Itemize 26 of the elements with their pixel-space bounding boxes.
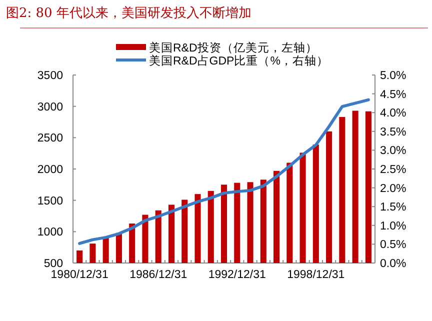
y2-tick-label: 5.0%	[380, 70, 406, 82]
x-tick-label: 1992/12/31	[208, 269, 266, 281]
y-tick-label: 2000	[37, 164, 63, 176]
legend-label: 美国R&D占GDP比重（%，右轴）	[149, 54, 328, 68]
legend-label: 美国R&D投资（亿美元，左轴）	[149, 40, 318, 54]
x-tick-label: 1986/12/31	[130, 269, 188, 281]
y2-tick-label: 2.0%	[380, 182, 406, 195]
x-tick-label: 1980/12/31	[50, 269, 108, 281]
y2-tick-label: 0.5%	[380, 239, 406, 252]
y2-tick-label: 1.5%	[380, 202, 406, 214]
y-tick-label: 3500	[37, 70, 63, 82]
y-tick-label: 2500	[37, 132, 63, 145]
y2-tick-label: 4.5%	[380, 88, 406, 101]
y2-tick-label: 2.5%	[380, 164, 406, 176]
y2-tick-label: 3.5%	[380, 126, 406, 138]
y2-tick-label: 0.0%	[380, 258, 406, 270]
y2-tick-label: 4.0%	[380, 108, 406, 120]
y-tick-label: 1000	[37, 226, 63, 239]
line-series	[78, 98, 370, 245]
y2-tick-label: 1.0%	[380, 220, 406, 232]
y-tick-label: 3000	[37, 101, 63, 114]
chart-title: 图2: 80 年代以来，美国研发投入不断增加	[6, 5, 252, 21]
y2-tick-label: 3.0%	[380, 145, 406, 158]
x-tick-label: 1998/12/31	[287, 269, 345, 281]
y-tick-label: 500	[44, 258, 63, 270]
y-tick-label: 1500	[37, 195, 63, 208]
